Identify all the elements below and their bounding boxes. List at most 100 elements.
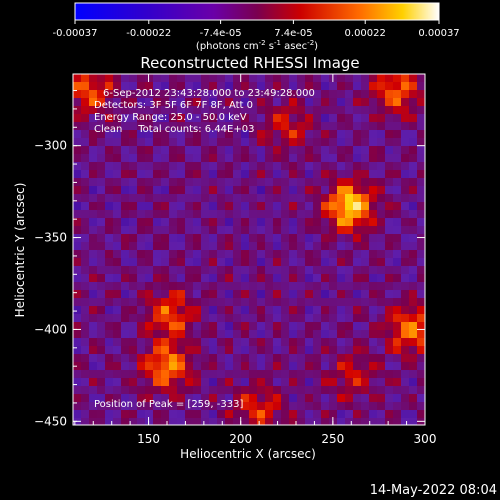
heatmap-cell bbox=[265, 394, 273, 402]
heatmap-cell bbox=[169, 306, 177, 314]
heatmap-cell bbox=[337, 186, 345, 194]
heatmap-cell bbox=[185, 274, 193, 282]
heatmap-cell bbox=[145, 386, 153, 394]
heatmap-cell bbox=[409, 114, 417, 122]
heatmap-cell bbox=[129, 186, 137, 194]
heatmap-cell bbox=[385, 314, 393, 322]
heatmap-cell bbox=[105, 314, 113, 322]
heatmap-cell bbox=[377, 394, 385, 402]
heatmap-cell bbox=[369, 370, 377, 378]
heatmap-cell bbox=[385, 178, 393, 186]
heatmap-cell bbox=[121, 306, 129, 314]
heatmap-cell bbox=[361, 282, 369, 290]
heatmap-cell bbox=[113, 242, 121, 250]
heatmap-cell bbox=[121, 314, 129, 322]
heatmap-cell bbox=[337, 146, 345, 154]
heatmap-cell bbox=[193, 410, 201, 418]
heatmap-cell bbox=[113, 370, 121, 378]
heatmap-cell bbox=[305, 330, 313, 338]
heatmap-cell bbox=[233, 130, 241, 138]
heatmap-cell bbox=[137, 282, 145, 290]
heatmap-cell bbox=[289, 266, 297, 274]
heatmap-cell bbox=[289, 242, 297, 250]
heatmap-cell bbox=[281, 290, 289, 298]
heatmap-cell bbox=[385, 114, 393, 122]
heatmap-cell bbox=[145, 218, 153, 226]
heatmap-cell bbox=[177, 386, 185, 394]
heatmap-cell bbox=[337, 410, 345, 418]
heatmap-cell bbox=[393, 218, 401, 226]
heatmap-cell bbox=[321, 418, 329, 425]
heatmap-cell bbox=[201, 322, 209, 330]
heatmap-cell bbox=[361, 210, 369, 218]
heatmap-cell bbox=[121, 354, 129, 362]
heatmap-cell bbox=[73, 202, 81, 210]
heatmap-cell bbox=[417, 378, 425, 386]
heatmap-cell bbox=[177, 138, 185, 146]
heatmap-cell bbox=[73, 258, 81, 266]
heatmap-cell bbox=[177, 274, 185, 282]
heatmap-cell bbox=[377, 298, 385, 306]
heatmap-cell bbox=[81, 274, 89, 282]
heatmap-cell bbox=[265, 90, 273, 98]
heatmap-cell bbox=[169, 354, 177, 362]
heatmap-cell bbox=[121, 154, 129, 162]
heatmap-cell bbox=[305, 290, 313, 298]
heatmap-cell bbox=[169, 338, 177, 346]
heatmap-cell bbox=[145, 314, 153, 322]
heatmap-cell bbox=[137, 130, 145, 138]
heatmap-cell bbox=[121, 138, 129, 146]
heatmap-cell bbox=[177, 234, 185, 242]
heatmap-cell bbox=[329, 282, 337, 290]
heatmap-cell bbox=[209, 306, 217, 314]
colorbar-tick-label: -7.4e-05 bbox=[200, 28, 242, 39]
heatmap-cell bbox=[145, 98, 153, 106]
heatmap-cell bbox=[225, 314, 233, 322]
heatmap-cell bbox=[129, 402, 137, 410]
heatmap-cell bbox=[193, 170, 201, 178]
heatmap-cell bbox=[265, 306, 273, 314]
heatmap-cell bbox=[137, 362, 145, 370]
heatmap-cell bbox=[401, 402, 409, 410]
heatmap-cell bbox=[137, 122, 145, 130]
heatmap-cell bbox=[161, 330, 169, 338]
heatmap-cell bbox=[297, 346, 305, 354]
heatmap-cell bbox=[105, 242, 113, 250]
heatmap-cell bbox=[177, 114, 185, 122]
heatmap-cell bbox=[329, 138, 337, 146]
heatmap-cell bbox=[321, 402, 329, 410]
heatmap-cell bbox=[209, 394, 217, 402]
heatmap-cell bbox=[297, 114, 305, 122]
heatmap-cell bbox=[121, 210, 129, 218]
heatmap-cell bbox=[161, 106, 169, 114]
heatmap-cell bbox=[385, 306, 393, 314]
heatmap-cell bbox=[273, 130, 281, 138]
heatmap-cell bbox=[73, 218, 81, 226]
heatmap-cell bbox=[329, 114, 337, 122]
heatmap-cell bbox=[169, 178, 177, 186]
heatmap-cell bbox=[225, 162, 233, 170]
heatmap-cell bbox=[225, 226, 233, 234]
heatmap-cell bbox=[97, 362, 105, 370]
heatmap-cell bbox=[209, 242, 217, 250]
heatmap-cell bbox=[345, 202, 353, 210]
heatmap-cell bbox=[89, 122, 97, 130]
heatmap-cell bbox=[345, 402, 353, 410]
heatmap-cell bbox=[169, 186, 177, 194]
heatmap-cell bbox=[73, 346, 81, 354]
heatmap-cell bbox=[265, 258, 273, 266]
heatmap-cell bbox=[169, 210, 177, 218]
heatmap-cell bbox=[241, 114, 249, 122]
heatmap-cell bbox=[305, 186, 313, 194]
heatmap-cell bbox=[353, 194, 361, 202]
heatmap-cell bbox=[297, 178, 305, 186]
heatmap-cell bbox=[81, 418, 89, 425]
heatmap-cell bbox=[113, 394, 121, 402]
heatmap-cell bbox=[393, 90, 401, 98]
heatmap-cell bbox=[161, 258, 169, 266]
heatmap-cell bbox=[185, 154, 193, 162]
heatmap-cell bbox=[417, 106, 425, 114]
heatmap-cell bbox=[305, 410, 313, 418]
heatmap-cell bbox=[73, 394, 81, 402]
heatmap-cell bbox=[313, 410, 321, 418]
